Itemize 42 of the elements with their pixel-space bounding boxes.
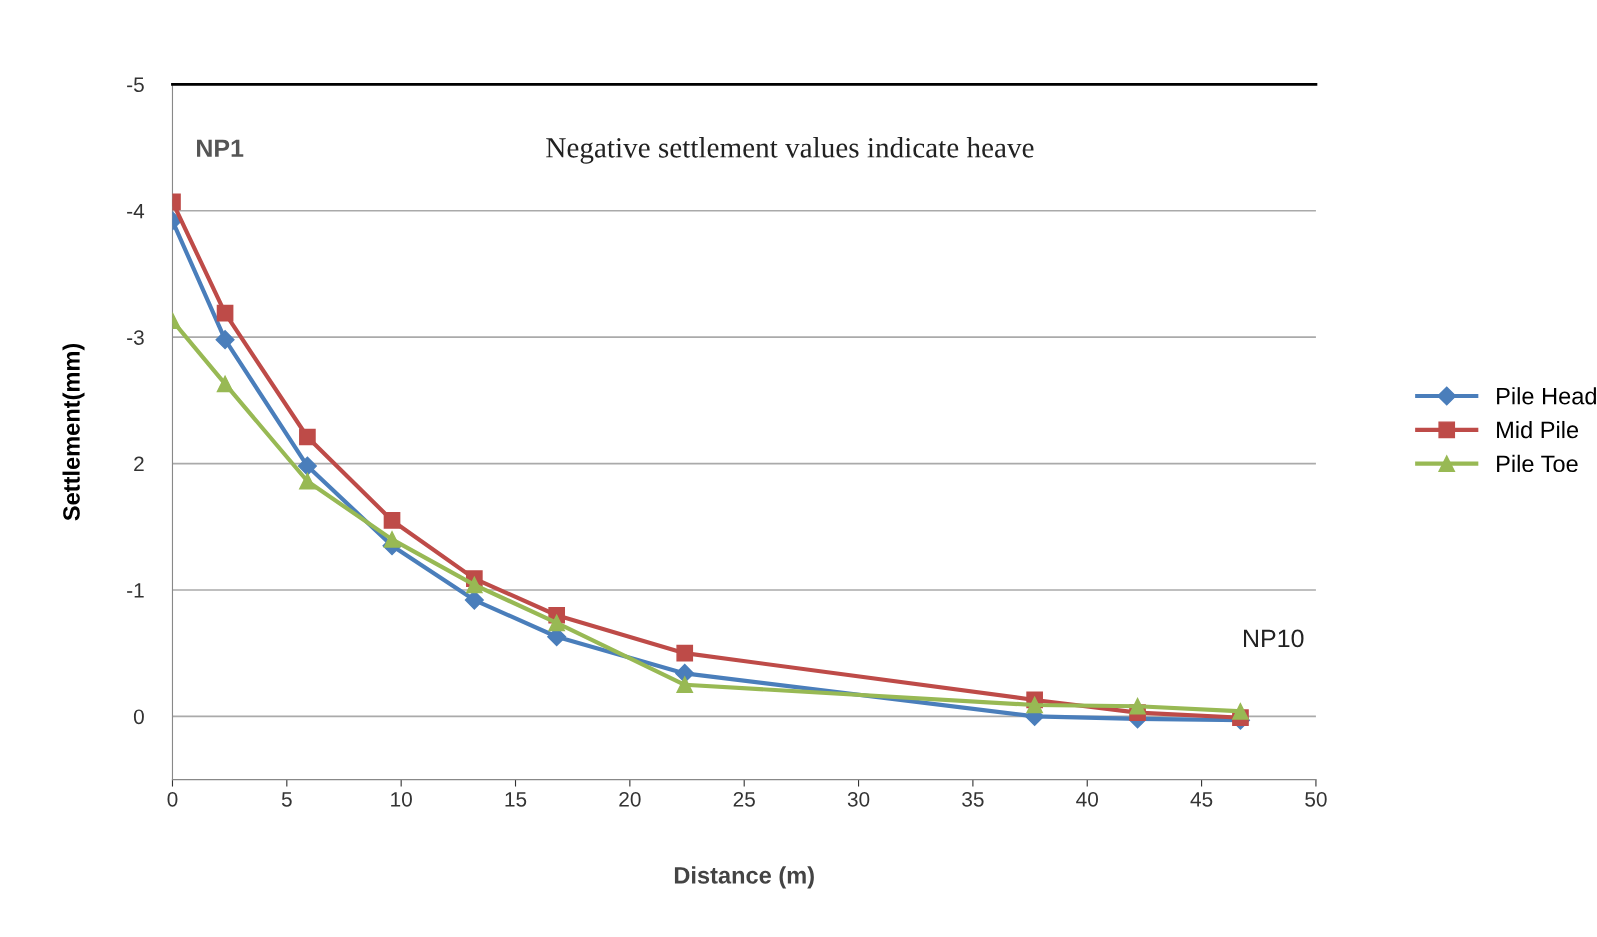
point	[548, 614, 566, 632]
x-tick-label: 35	[962, 791, 984, 807]
point	[466, 576, 483, 594]
y-tick-label: 0	[133, 709, 144, 725]
point	[383, 531, 401, 548]
y-tick-label: -3	[127, 330, 144, 345]
annotation: NP1	[197, 139, 244, 157]
point	[216, 304, 234, 322]
x-tick-label: 30	[847, 791, 870, 807]
y-tick-label: 2	[134, 456, 144, 472]
y-tick-label: -4	[127, 203, 145, 219]
x-tick-label: 0	[167, 791, 178, 807]
point	[675, 663, 695, 683]
point	[297, 456, 317, 476]
point	[1232, 702, 1249, 720]
point	[299, 472, 316, 490]
legend-label: Pile Head	[1497, 387, 1596, 405]
x-tick-label: 10	[391, 791, 412, 807]
x-tick-label: 20	[619, 791, 641, 807]
point	[1129, 697, 1146, 715]
x-tick-label: 25	[733, 791, 755, 807]
x-tick-label: 50	[1305, 791, 1327, 807]
x-tick-label: 40	[1076, 791, 1099, 807]
point	[464, 590, 484, 610]
point	[215, 330, 235, 350]
x-tick-label: 5	[281, 792, 292, 807]
y-tick-label: -5	[127, 77, 144, 93]
point	[216, 375, 234, 393]
annotation: NP10	[1244, 629, 1304, 648]
legend-label: Pile Toe	[1497, 454, 1578, 473]
x-axis-title: Distance (m)	[674, 866, 814, 889]
x-tick-label: 15	[505, 792, 527, 807]
legend-label: Mid Pile	[1497, 420, 1579, 439]
y-tick-label: -1	[127, 583, 144, 598]
point	[676, 644, 694, 662]
point	[1026, 696, 1043, 714]
point	[676, 676, 694, 694]
annotation: Negative settlement values indicate heave	[546, 137, 1034, 164]
y-axis-title: Settlement(mm)	[62, 343, 85, 521]
point	[299, 428, 316, 446]
point	[383, 512, 401, 529]
x-tick-label: 45	[1190, 792, 1213, 807]
